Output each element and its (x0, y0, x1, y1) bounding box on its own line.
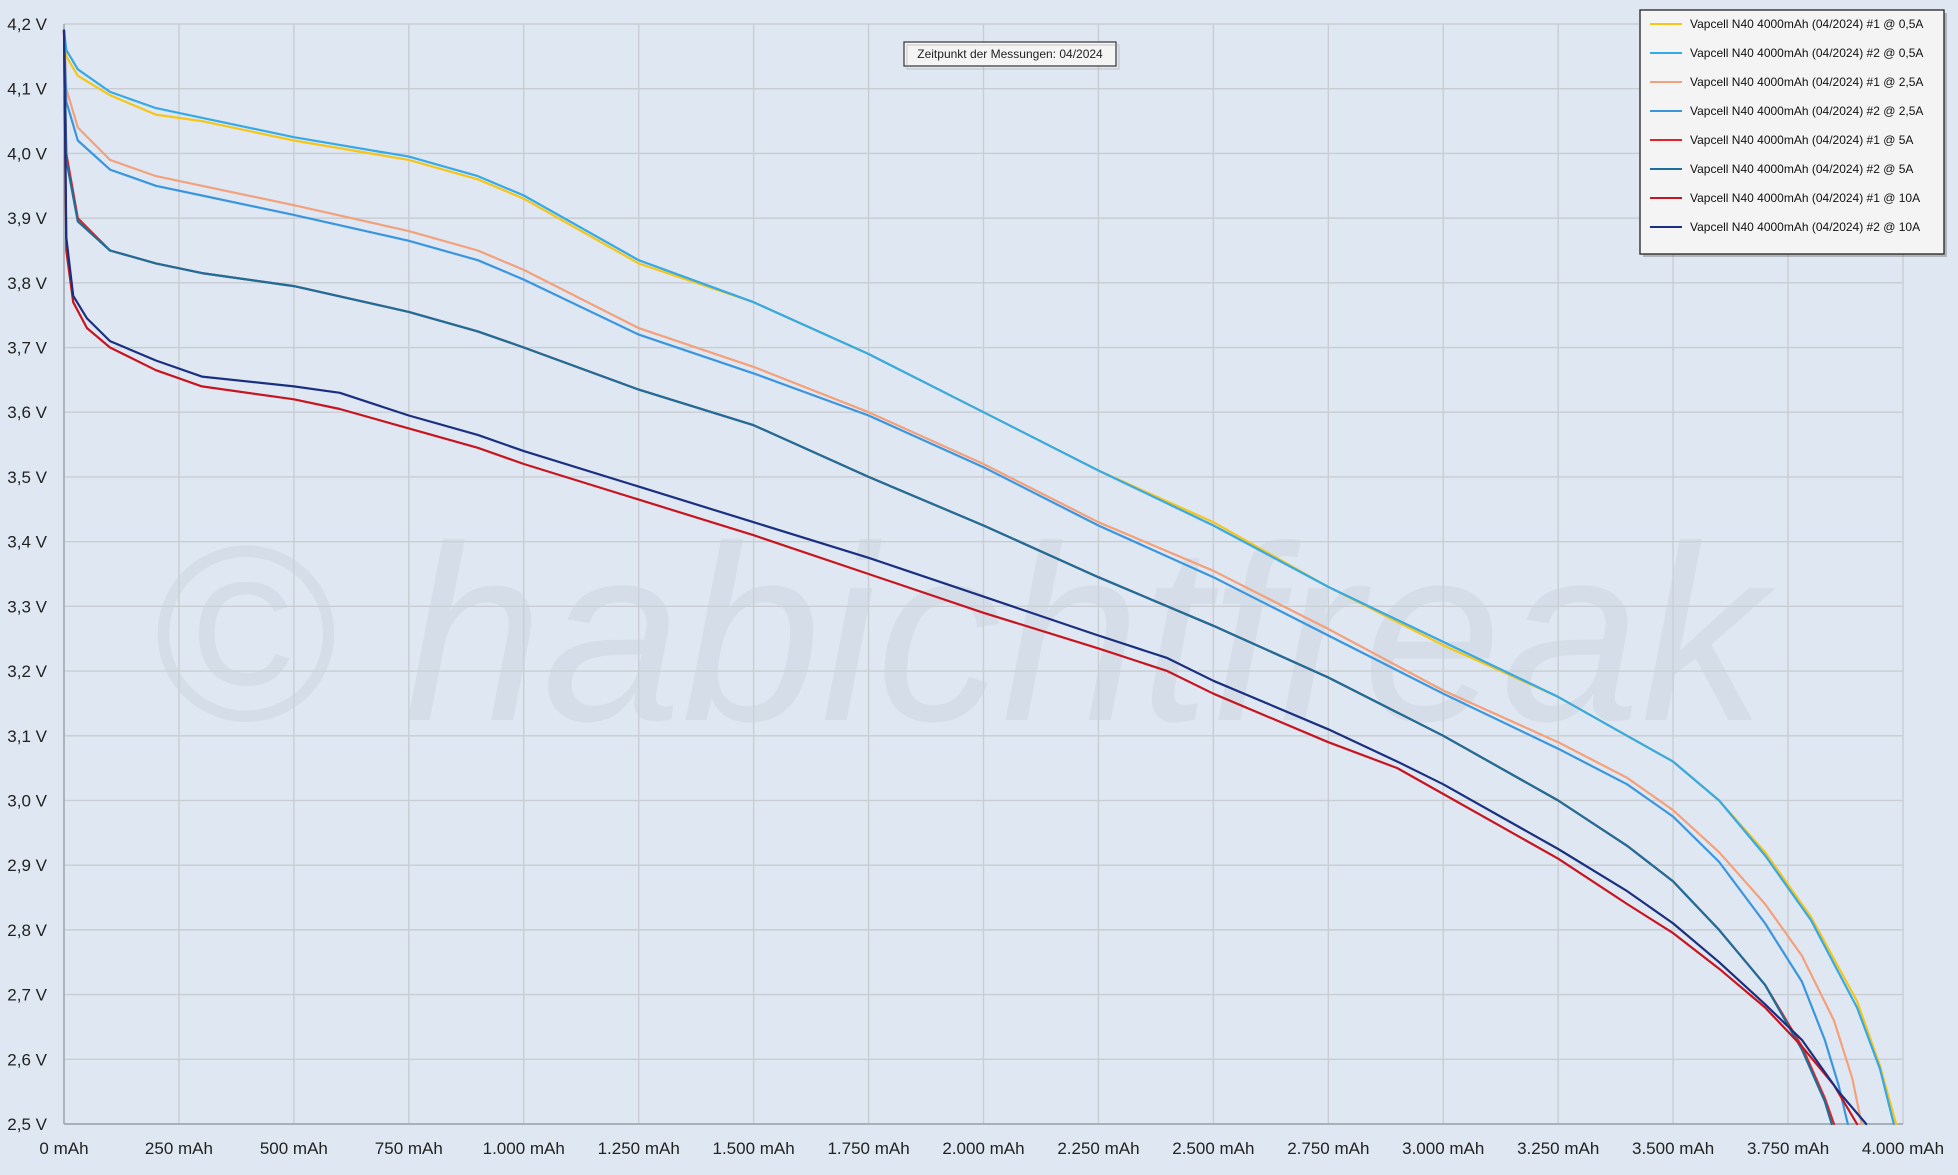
x-tick-label: 500 mAh (260, 1139, 328, 1158)
y-tick-label: 3,1 V (7, 727, 47, 746)
y-tick-label: 3,7 V (7, 339, 47, 358)
y-tick-label: 3,9 V (7, 209, 47, 228)
x-tick-label: 3.500 mAh (1632, 1139, 1714, 1158)
legend-entry-8: Vapcell N40 4000mAh (04/2024) #2 @ 10A (1690, 220, 1920, 234)
x-tick-label: 1.750 mAh (827, 1139, 909, 1158)
legend-entry-1: Vapcell N40 4000mAh (04/2024) #1 @ 0,5A (1690, 17, 1923, 31)
legend-entry-2: Vapcell N40 4000mAh (04/2024) #2 @ 0,5A (1690, 46, 1923, 60)
legend-entry-7: Vapcell N40 4000mAh (04/2024) #1 @ 10A (1690, 191, 1920, 205)
y-tick-label: 2,6 V (7, 1050, 47, 1069)
x-tick-label: 4.000 mAh (1862, 1139, 1944, 1158)
x-tick-label: 2.250 mAh (1057, 1139, 1139, 1158)
series-line-8 (62, 29, 1868, 1126)
x-tick-label: 0 mAh (39, 1139, 88, 1158)
legend-box (1639, 9, 1945, 255)
x-tick-label: 2.750 mAh (1287, 1139, 1369, 1158)
legend-entry-4: Vapcell N40 4000mAh (04/2024) #2 @ 2,5A (1690, 104, 1923, 118)
x-tick-label: 1.000 mAh (483, 1139, 565, 1158)
x-tick-label: 3.000 mAh (1402, 1139, 1484, 1158)
series-line-3 (62, 29, 1863, 1126)
axis-layer: 0 mAh 250 mAh 500 mAh 750 mAh 1.000 mAh 1.250… (7, 15, 1944, 1158)
measurement-date-annotation: Zeitpunkt der Messungen: 04/2024 (917, 47, 1103, 61)
series-layer (62, 29, 1898, 1126)
y-tick-label: 4,2 V (7, 15, 47, 34)
y-tick-label: 3,8 V (7, 274, 47, 293)
x-tick-label: 3.750 mAh (1747, 1139, 1829, 1158)
legend: Vapcell N40 4000mAh (04/2024) #1 @ 0,5A V… (1639, 9, 1947, 257)
y-tick-label: 3,6 V (7, 403, 47, 422)
y-tick-label: 3,2 V (7, 662, 47, 681)
annotation-box: Zeitpunkt der Messungen: 04/2024 (903, 41, 1120, 70)
series-line-7 (62, 29, 1859, 1126)
y-tick-label: 4,1 V (7, 80, 47, 99)
x-tick-label: 2.500 mAh (1172, 1139, 1254, 1158)
y-tick-label: 2,8 V (7, 921, 47, 940)
y-tick-label: 3,3 V (7, 597, 47, 616)
watermark: © habichtfreak (150, 494, 1777, 773)
y-tick-label: 4,0 V (7, 144, 47, 163)
series-line-4 (62, 29, 1849, 1126)
x-tick-label: 2.000 mAh (942, 1139, 1024, 1158)
y-tick-label: 3,4 V (7, 533, 47, 552)
x-tick-label: 250 mAh (145, 1139, 213, 1158)
x-tick-label: 1.250 mAh (598, 1139, 680, 1158)
y-tick-label: 3,0 V (7, 791, 47, 810)
legend-entry-5: Vapcell N40 4000mAh (04/2024) #1 @ 5A (1690, 133, 1913, 147)
x-tick-label: 750 mAh (375, 1139, 443, 1158)
series-line-6 (62, 29, 1833, 1126)
x-tick-label: 3.250 mAh (1517, 1139, 1599, 1158)
legend-entry-3: Vapcell N40 4000mAh (04/2024) #1 @ 2,5A (1690, 75, 1923, 89)
legend-entry-6: Vapcell N40 4000mAh (04/2024) #2 @ 5A (1690, 162, 1913, 176)
series-line-2 (62, 29, 1895, 1126)
y-tick-label: 3,5 V (7, 468, 47, 487)
y-tick-label: 2,5 V (7, 1115, 47, 1134)
x-tick-label: 1.500 mAh (713, 1139, 795, 1158)
y-tick-label: 2,9 V (7, 856, 47, 875)
y-tick-label: 2,7 V (7, 986, 47, 1005)
